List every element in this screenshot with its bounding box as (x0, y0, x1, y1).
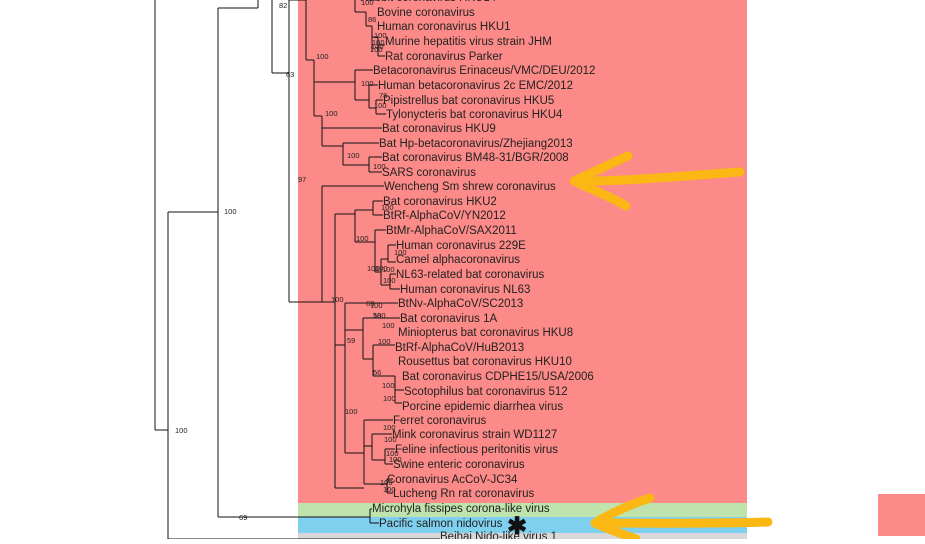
taxon-label: NL63-related bat coronavirus (396, 269, 545, 281)
bootstrap-value: 97 (298, 175, 306, 184)
bootstrap-value: 100 (356, 234, 369, 243)
nido-like-band (298, 533, 747, 539)
taxon-label: Ferret coronavirus (393, 415, 487, 427)
bootstrap-value: 100 (382, 321, 395, 330)
taxon-label: Beihai Nido-like virus 1 (440, 531, 557, 539)
bootstrap-value: 82 (279, 1, 287, 10)
taxon-label: Rat coronavirus Parker (385, 51, 503, 63)
bootstrap-value: 100 (367, 264, 380, 273)
bootstrap-value: 100 (370, 45, 383, 54)
highlight-arrow-salmon (590, 493, 773, 544)
coronavirus-clade-band (298, 0, 747, 503)
taxon-label: Human coronavirus NL63 (400, 284, 530, 296)
taxon-label: Miniopterus bat coronavirus HKU8 (398, 327, 573, 339)
bootstrap-value: 100 (331, 295, 344, 304)
bootstrap-value: 100 (384, 435, 397, 444)
bootstrap-value: 56 (373, 368, 381, 377)
taxon-label: Betacoronavirus Erinaceus/VMC/DEU/2012 (373, 65, 595, 77)
taxon-label: Bat coronavirus HKU2 (383, 196, 497, 208)
bootstrap-value: 100 (383, 423, 396, 432)
bootstrap-value: 86 (368, 15, 376, 24)
bootstrap-value: 100 (382, 381, 395, 390)
bootstrap-value: 100 (383, 485, 396, 494)
taxon-label: Porcine epidemic diarrhea virus (402, 401, 563, 413)
bootstrap-value: 100 (378, 337, 391, 346)
legend-swatch (878, 494, 925, 536)
bootstrap-value: 100 (381, 203, 394, 212)
bootstrap-value: 100 (382, 265, 395, 274)
bootstrap-value: 100 (380, 478, 393, 487)
taxon-label: Scotophilus bat coronavirus 512 (404, 386, 568, 398)
bootstrap-value: 100 (373, 311, 386, 320)
bootstrap-value: 69 (239, 513, 247, 522)
bootstrap-value: 100 (373, 162, 386, 171)
taxon-label: BtRf-AlphaCoV/HuB2013 (395, 342, 524, 354)
tree-branches (154, 0, 440, 540)
bootstrap-value: 100 (386, 449, 399, 458)
bootstrap-value: 100 (383, 276, 396, 285)
taxon-label: Pacific salmon nidovirus (379, 518, 503, 530)
taxon-label: Coronavirus AcCoV-JC34 (387, 474, 518, 486)
bootstrap-value: 100 (224, 207, 237, 216)
bootstrap-value: 100 (361, 0, 374, 7)
bootstrap-value: 100 (175, 426, 188, 435)
bootstrap-value: 100 (374, 101, 387, 110)
bootstrap-value: 100 (325, 109, 338, 118)
taxon-label: Microhyla fissipes corona-like virus (372, 503, 550, 515)
taxon-label: Tylonycteris bat coronavirus HKU4 (386, 109, 563, 121)
bootstrap-value: 100 (383, 394, 396, 403)
taxon-label: Pipistrellus bat coronavirus HKU5 (383, 95, 554, 107)
bootstrap-labels: 1008610010010010082631007810010010010010… (175, 0, 407, 522)
bootstrap-value: 100 (345, 407, 358, 416)
taxon-label: Bat coronavirus CDPHE15/USA/2006 (402, 371, 594, 383)
bootstrap-value: 100 (316, 52, 329, 61)
taxon-label: BtNv-AlphaCoV/SC2013 (398, 298, 523, 310)
taxon-label: Rabbit coronavirus HKU14 (360, 0, 497, 4)
bootstrap-value: 58 (373, 311, 381, 320)
taxon-label: Swine enteric coronavirus (393, 459, 525, 471)
taxon-label: Bat coronavirus BM48-31/BGR/2008 (382, 152, 569, 164)
bootstrap-value: 100 (394, 248, 407, 257)
taxon-labels: Rabbit coronavirus HKU14 Bovine coronavir… (360, 0, 595, 543)
bootstrap-value: 100 (361, 79, 374, 88)
taxon-label: SARS coronavirus (382, 167, 476, 179)
taxon-label: BtMr-AlphaCoV/SAX2011 (386, 225, 517, 237)
taxon-label: Human coronavirus HKU1 (377, 21, 511, 33)
taxon-label: Bat Hp-betacoronavirus/Zhejiang2013 (379, 138, 573, 150)
taxon-label: Human coronavirus 229E (396, 240, 526, 252)
bootstrap-value: 100 (372, 38, 385, 47)
taxon-label: BtRf-AlphaCoV/YN2012 (383, 210, 506, 222)
taxon-label: Human betacoronavirus 2c EMC/2012 (378, 80, 573, 92)
bootstrap-value: 100 (347, 151, 360, 160)
taxon-label: Lucheng Rn rat coronavirus (393, 488, 535, 500)
bootstrap-value: 100 (375, 264, 388, 273)
bootstrap-value: 63 (286, 70, 294, 79)
taxon-label: Rousettus bat coronavirus HKU10 (398, 356, 572, 368)
bootstrap-value: 100 (374, 31, 387, 40)
highlight-arrow-sars (569, 151, 745, 211)
bootstrap-value: 100 (370, 301, 383, 310)
asterisk-marker: ✱ (507, 513, 527, 539)
bootstrap-value: 78 (379, 91, 387, 100)
taxon-label: Wencheng Sm shrew coronavirus (384, 181, 556, 193)
taxon-label: Bovine coronavirus (377, 7, 475, 19)
bootstrap-value: 63 (366, 299, 374, 308)
taxon-label: Bat coronavirus HKU9 (382, 123, 496, 135)
taxon-label: Camel alphacoronavirus (396, 254, 520, 266)
taxon-label: Bat coronavirus 1A (400, 313, 497, 325)
taxon-label: Mink coronavirus strain WD1127 (392, 429, 557, 441)
bootstrap-value: 59 (347, 336, 355, 345)
bootstrap-value: 100 (389, 455, 402, 464)
taxon-label: Feline infectious peritonitis virus (395, 444, 558, 456)
taxon-label: Murine hepatitis virus strain JHM (385, 36, 552, 48)
bootstrap-value: 100 (371, 42, 384, 51)
